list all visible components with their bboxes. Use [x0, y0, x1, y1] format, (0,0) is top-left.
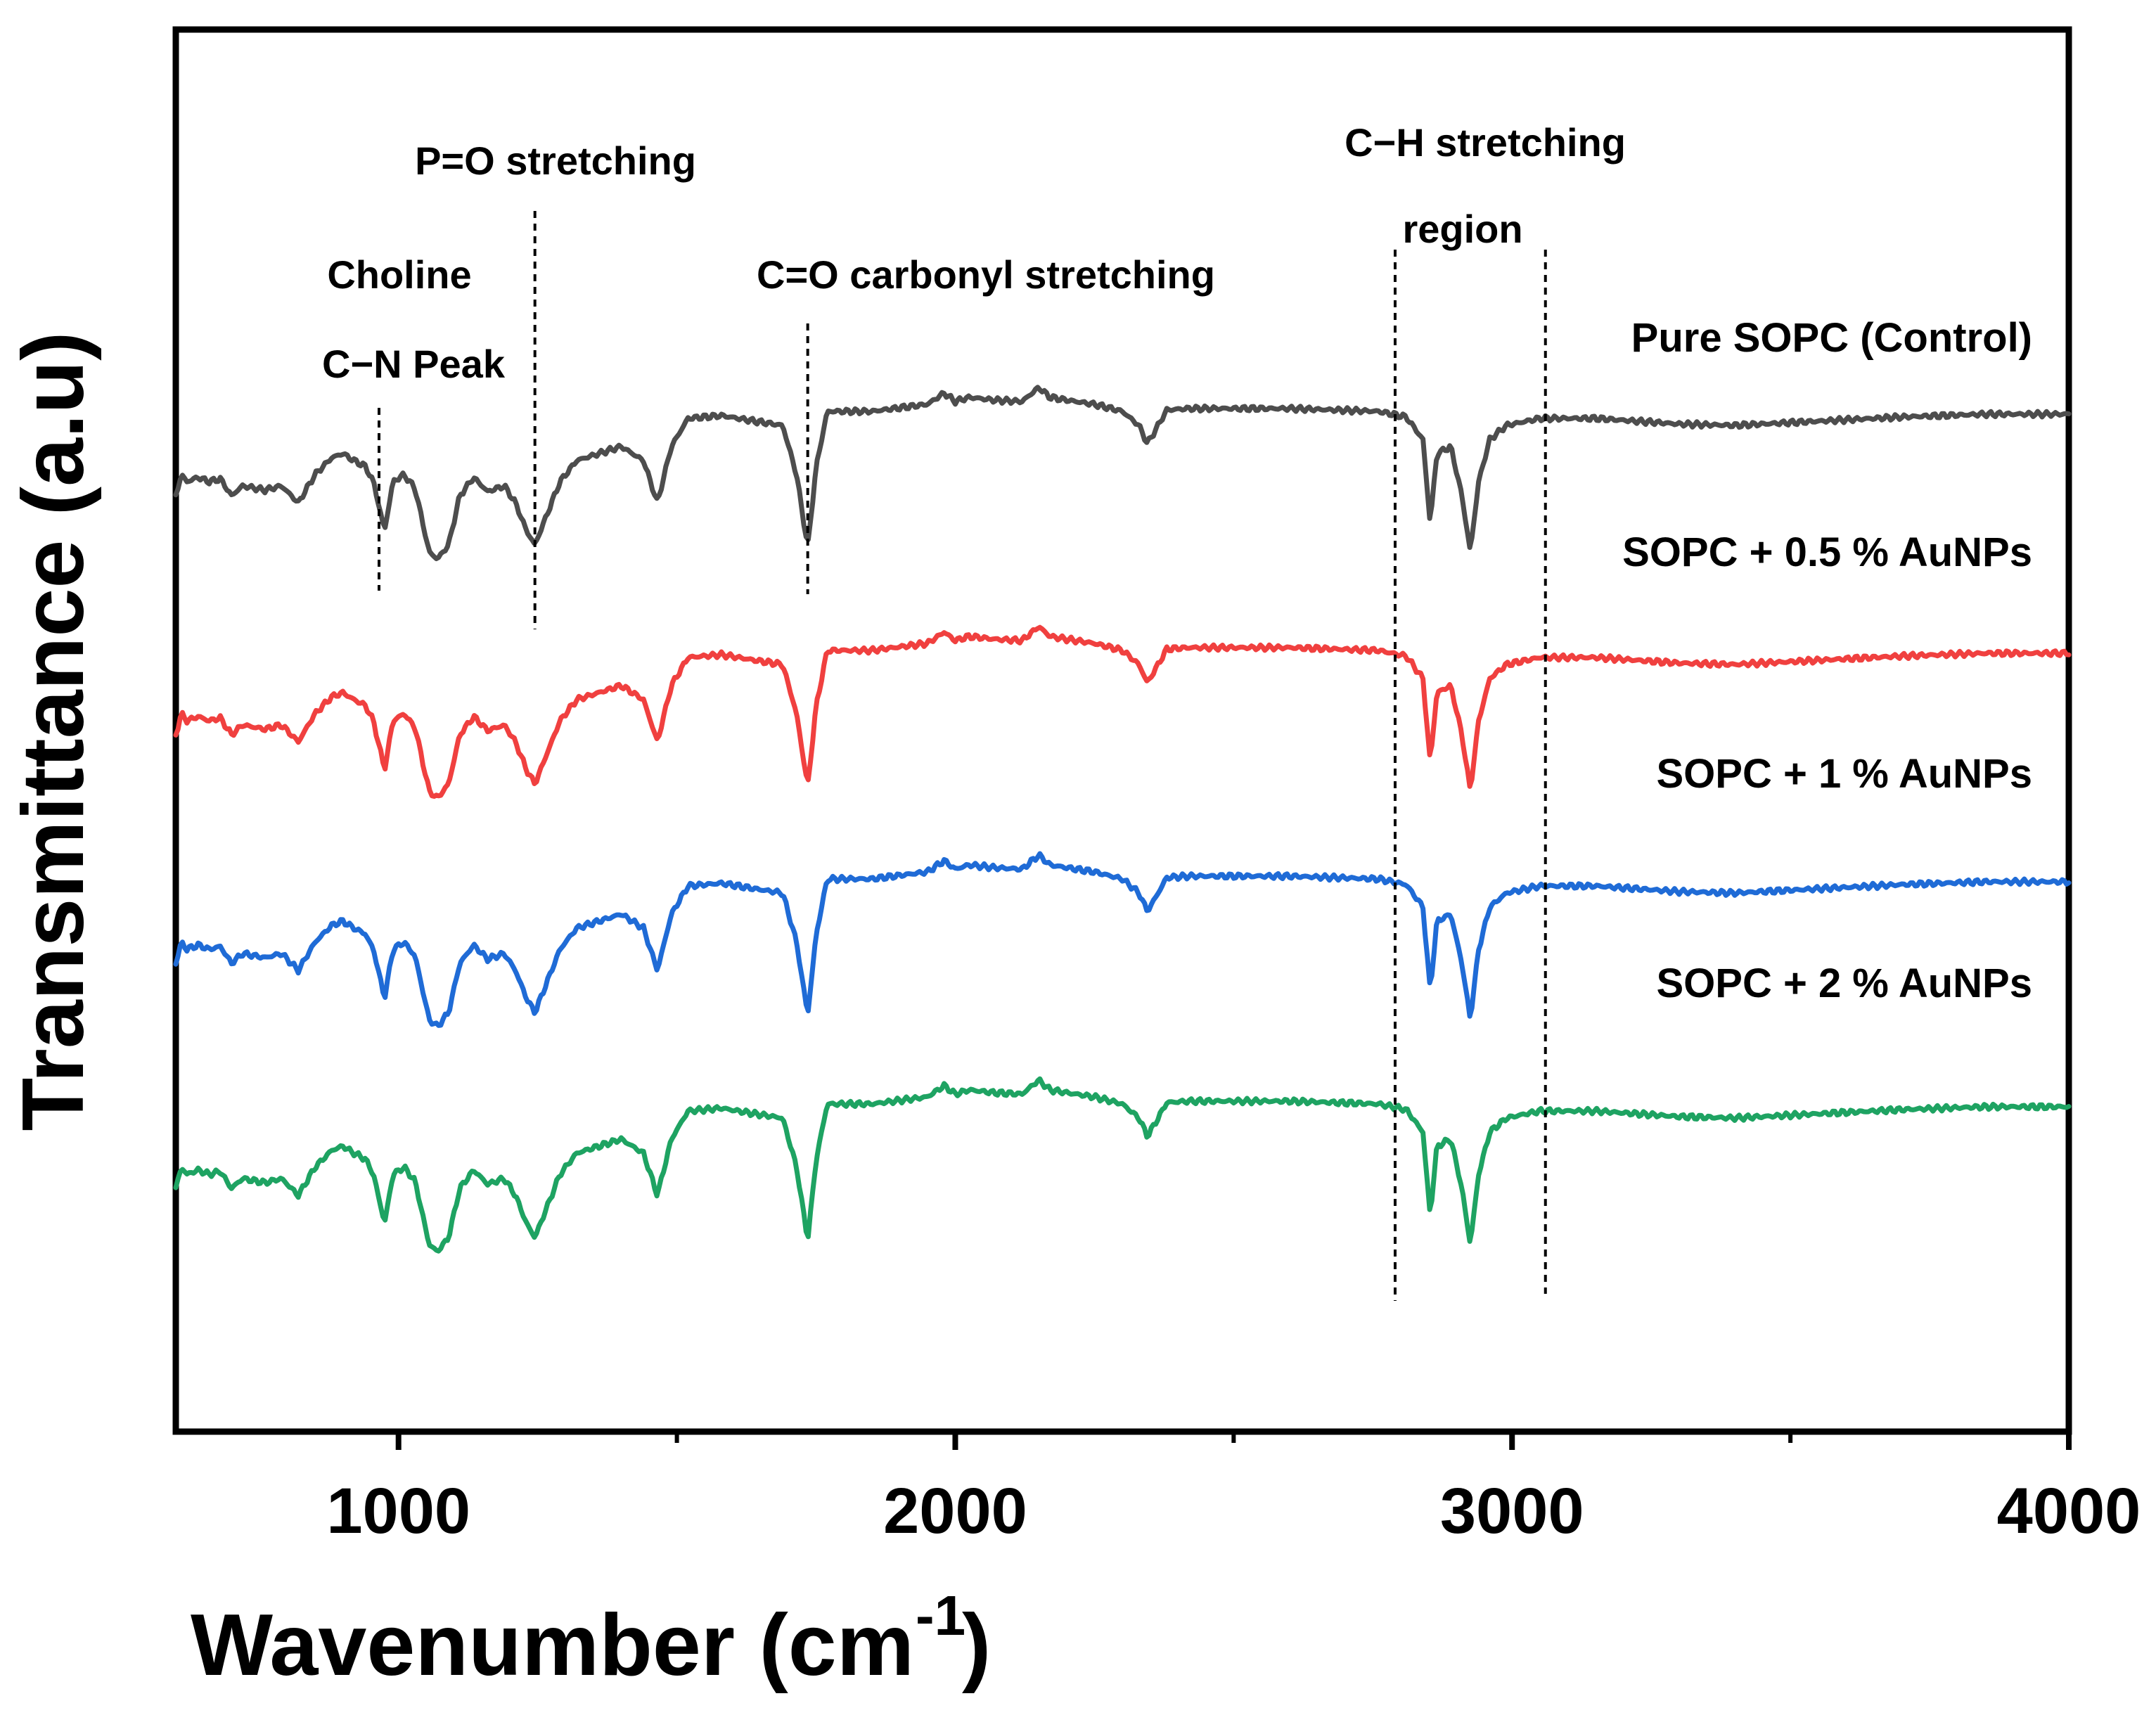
annot-co: C=O carbonyl stretching	[757, 252, 1215, 297]
x-axis-title: Wavenumber (cm	[191, 1597, 914, 1694]
legend-label-3: SOPC + 1 % AuNPs	[1656, 751, 2032, 797]
plot-frame	[172, 26, 2072, 1435]
spectrum-line-4	[173, 1076, 2072, 1254]
x-ticks	[395, 1432, 2072, 1450]
annot-po: P=O stretching	[415, 139, 696, 183]
x-axis-title-close: )	[962, 1597, 991, 1694]
y-axis-title: Transmittance (a.u)	[5, 332, 102, 1131]
annot-cn-peak: C−N Peak	[322, 342, 506, 386]
x-tick-label: 1000	[326, 1475, 470, 1547]
spectrum-line-2	[173, 624, 2072, 799]
annot-choline: Choline	[327, 252, 471, 297]
annotation-lines	[377, 211, 1547, 1301]
inline-legend: Pure SOPC (Control) SOPC + 0.5 % AuNPs SOP…	[1622, 315, 2032, 1006]
x-tick-label: 2000	[883, 1475, 1027, 1547]
legend-label-4: SOPC + 2 % AuNPs	[1656, 961, 2032, 1006]
legend-label-2: SOPC + 0.5 % AuNPs	[1622, 529, 2032, 575]
annot-ch: C−H stretching	[1345, 120, 1626, 165]
annot-ch-region: region	[1402, 207, 1522, 251]
x-axis-title-sup: -1	[916, 1584, 965, 1647]
spectra-group	[173, 385, 2072, 1254]
x-tick-label: 4000	[1997, 1475, 2141, 1547]
spectrum-line-3	[173, 851, 2072, 1028]
spectrum-line-1	[173, 385, 2072, 561]
x-tick-label: 3000	[1440, 1475, 1584, 1547]
x-tick-labels: 1000 2000 3000 4000	[326, 1475, 2141, 1547]
legend-label-1: Pure SOPC (Control)	[1631, 315, 2032, 361]
